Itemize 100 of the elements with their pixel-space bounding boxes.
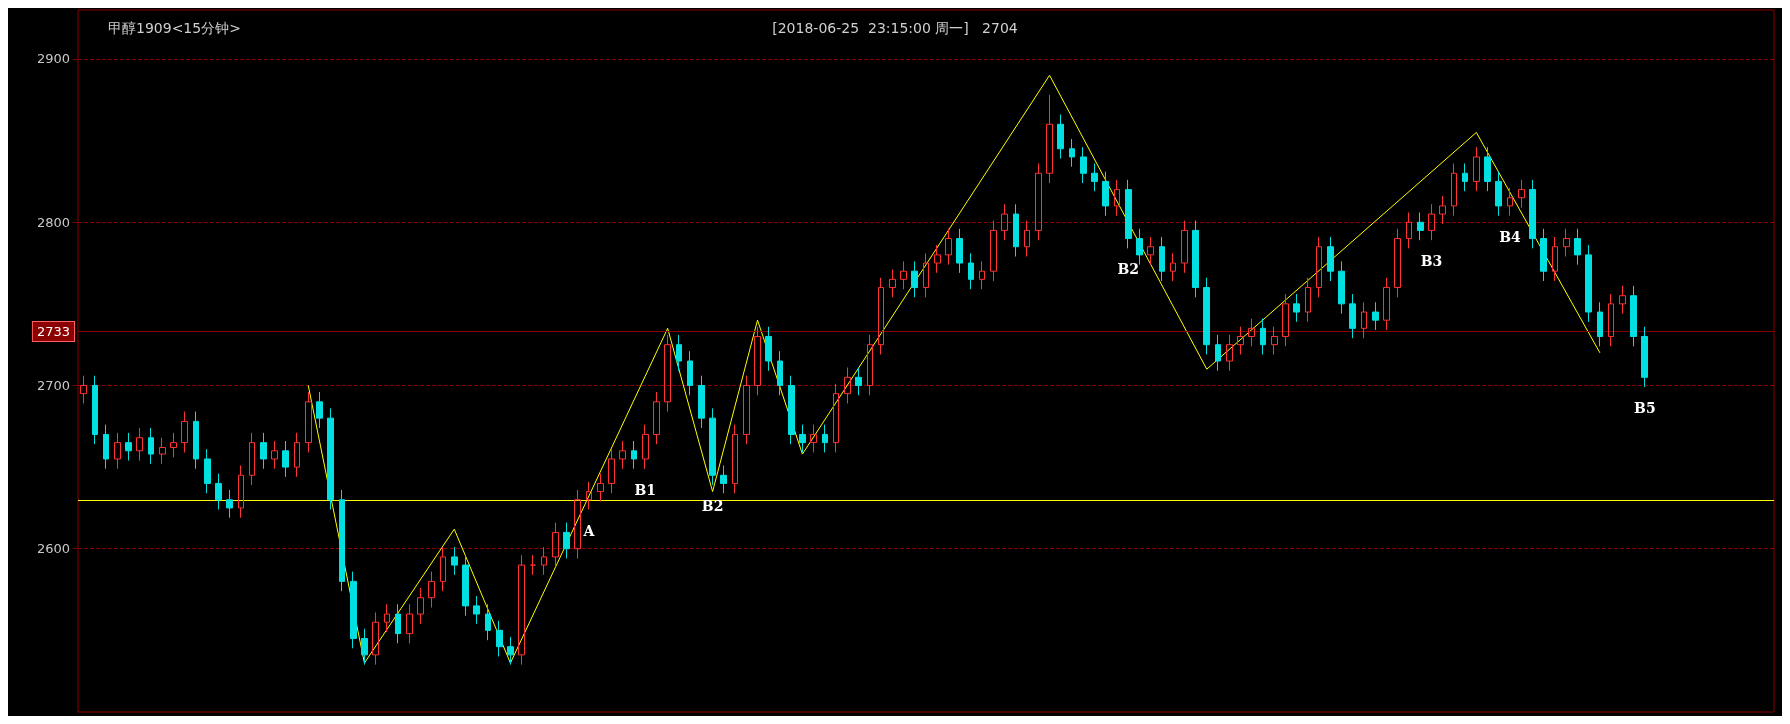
candlestick (1159, 236, 1165, 282)
candlestick (170, 432, 177, 458)
candlestick (125, 432, 132, 462)
candlestick (619, 440, 626, 470)
candlestick (80, 375, 87, 404)
candlestick (103, 424, 109, 470)
candlestick (496, 620, 503, 657)
candlestick (507, 636, 514, 666)
candlestick (1574, 228, 1581, 266)
candlestick (1316, 236, 1322, 298)
candlestick (968, 252, 974, 290)
candlestick (1406, 211, 1412, 249)
candlestick (956, 228, 963, 274)
candlestick (1271, 326, 1278, 355)
candlestick (1305, 277, 1311, 323)
candlestick (1507, 187, 1513, 217)
candlestick (136, 427, 143, 462)
candlestick (833, 383, 839, 453)
candlestick (1608, 293, 1614, 347)
candlestick (1495, 171, 1502, 217)
candlestick (687, 350, 693, 396)
candlestick (1394, 228, 1401, 298)
candlestick (855, 367, 862, 396)
candlestick (271, 440, 278, 470)
candlestick (361, 628, 368, 666)
candlestick (473, 595, 480, 625)
candlestick (810, 424, 817, 453)
candlestick (339, 489, 345, 592)
candlestick (1147, 236, 1154, 266)
candlestick (1552, 236, 1558, 282)
candlestick (574, 489, 581, 560)
candlestick (934, 244, 941, 274)
candlestick (1215, 334, 1221, 372)
candlestick (642, 424, 649, 470)
candlestick (204, 448, 211, 494)
candlestick (1001, 203, 1008, 241)
candlestick (316, 391, 323, 429)
candlestick (226, 489, 233, 519)
candlestick (720, 464, 727, 494)
text: A (583, 522, 595, 539)
candlestick (1293, 293, 1300, 323)
candlestick (1248, 318, 1255, 347)
candlestick (1181, 220, 1188, 274)
text: B5 (1634, 400, 1656, 417)
candlestick (709, 407, 716, 486)
text: 甲醇1909<15分钟> (108, 20, 241, 36)
candlestick (664, 334, 671, 413)
candlestick (249, 432, 255, 486)
text: B4 (1499, 228, 1521, 245)
candlestick (384, 603, 390, 633)
candlestick (327, 407, 334, 511)
candlestick (238, 464, 244, 519)
candlestick (1372, 301, 1379, 331)
candlestick (1630, 285, 1637, 347)
candlestick (1439, 195, 1446, 225)
y-tick-label: 2800 (36, 214, 70, 230)
candlestick (608, 448, 615, 494)
candlestick (1069, 138, 1075, 168)
candlestick (979, 260, 985, 290)
candlestick (1260, 318, 1266, 355)
candlestick (406, 603, 413, 644)
candlestick (743, 375, 750, 445)
candlestick (698, 375, 705, 429)
candlestick (451, 546, 458, 576)
candlestick (350, 571, 357, 649)
candlestick (1080, 146, 1087, 184)
candlestick (428, 571, 435, 609)
candlestick (541, 546, 547, 576)
candlestick (395, 603, 401, 644)
candlestick (552, 522, 559, 568)
candlestick (1338, 260, 1345, 315)
candlestick (1428, 203, 1435, 241)
candlestick (92, 375, 98, 445)
candlestick (1361, 301, 1367, 339)
candlestick (1563, 228, 1570, 258)
candlestick (1114, 179, 1120, 217)
candlestick (586, 481, 592, 511)
candlestick (1282, 293, 1289, 347)
candlestick (1237, 326, 1244, 355)
candlestick (1102, 171, 1109, 217)
candlestick (1417, 211, 1424, 241)
candlestick (260, 432, 267, 470)
candlestick (754, 326, 761, 396)
candlestick (1192, 220, 1199, 298)
candlestick (282, 440, 289, 478)
candlestick (1473, 146, 1480, 192)
candlestick (193, 411, 199, 470)
candlestick (911, 260, 918, 298)
candlestick (799, 424, 806, 453)
candlestick (788, 375, 795, 445)
candlestick (563, 522, 570, 560)
candlestick (631, 440, 637, 470)
candlestick (1170, 252, 1176, 282)
ref-line-label: 2733 (36, 324, 70, 340)
text: B3 (1420, 253, 1443, 270)
candlestick (1597, 301, 1603, 347)
candlestick (653, 391, 660, 445)
candlestick (1540, 228, 1547, 282)
candlestick (889, 269, 896, 298)
candlestick (900, 260, 907, 290)
